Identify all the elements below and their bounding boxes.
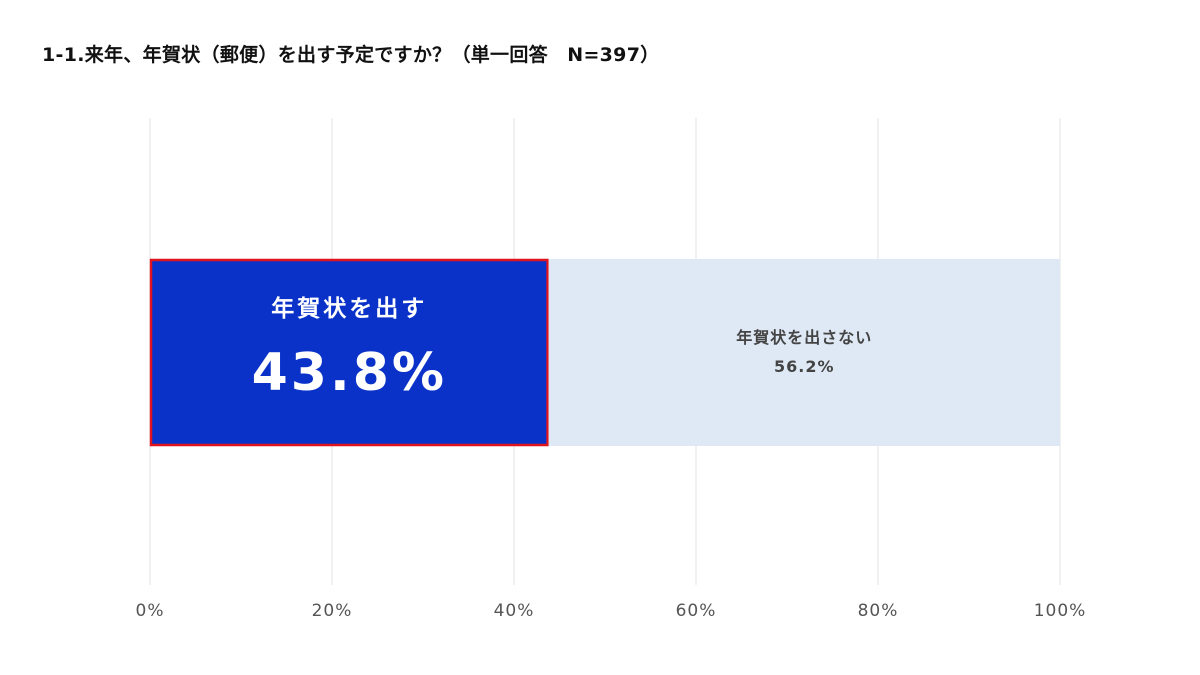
segment-name-label: 年賀状を出さない	[736, 328, 872, 347]
x-tick-label: 100%	[1034, 601, 1087, 621]
bar-layer	[149, 258, 1060, 447]
x-tick-label: 60%	[676, 601, 717, 621]
segment-label-layer: 年賀状を出す 43.8% 年賀状を出さない 56.2%	[252, 295, 872, 403]
x-tick-label: 0%	[136, 601, 165, 621]
segment-value-label: 56.2%	[774, 357, 835, 376]
chart-title: 1-1.来年、年賀状（郵便）を出す予定ですか？（単一回答 N=397）	[42, 44, 660, 66]
bar-segment-send	[150, 259, 549, 446]
x-tick-label: 40%	[494, 601, 535, 621]
x-axis-tick-layer: 0% 20% 40% 60% 80% 100%	[136, 601, 1087, 621]
x-tick-label: 20%	[312, 601, 353, 621]
segment-name-label: 年賀状を出す	[271, 295, 427, 322]
highlight-border	[149, 258, 549, 447]
x-tick-label: 80%	[858, 601, 899, 621]
bar-segment-not-send	[548, 259, 1060, 446]
segment-value-label: 43.8%	[252, 343, 447, 403]
